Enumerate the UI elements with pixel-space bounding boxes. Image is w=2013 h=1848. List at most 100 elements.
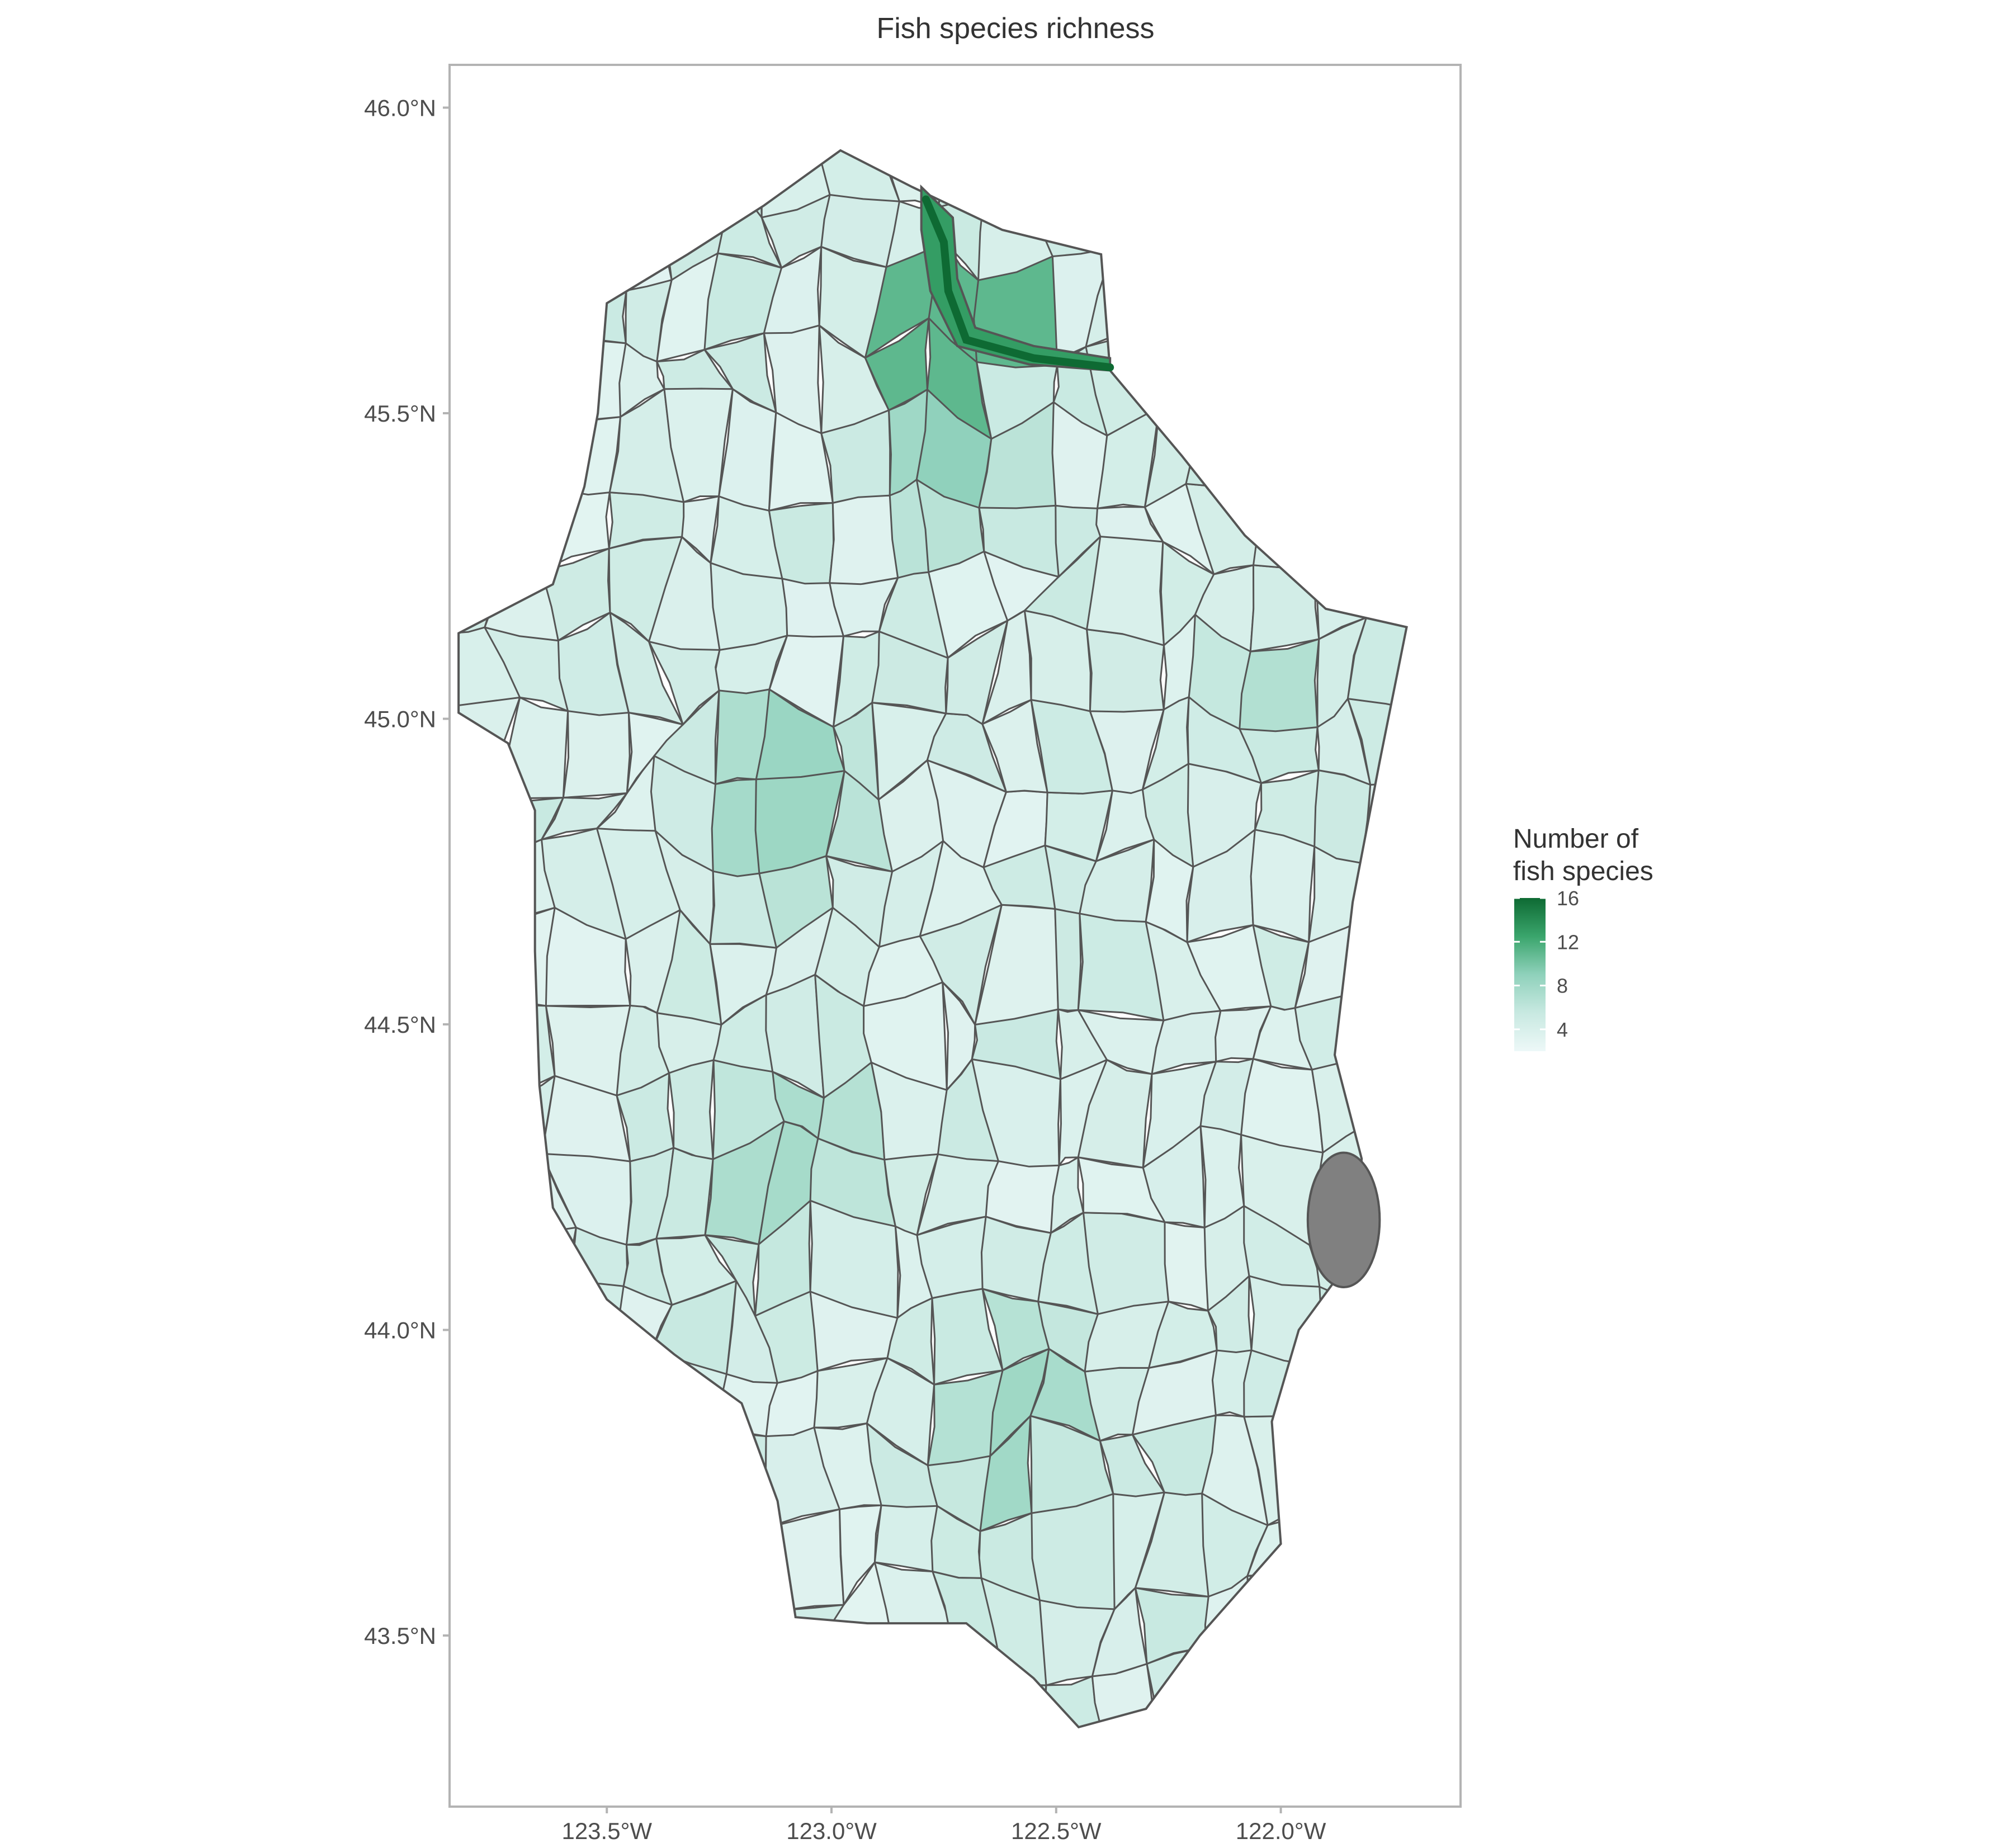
watershed-polygon <box>1253 464 1316 571</box>
watershed-polygon <box>1464 1058 1528 1147</box>
x-axis: 123.5°W 123.0°W 122.5°W 122.0°W <box>561 1807 1326 1844</box>
x-tick-label: 122.0°W <box>1236 1818 1326 1844</box>
watershed-polygon <box>1352 1487 1407 1611</box>
watershed-polygon <box>1405 0 1474 62</box>
watershed-polygon <box>563 150 625 216</box>
x-tick-label: 123.0°W <box>786 1818 877 1844</box>
watershed-polygon <box>450 22 497 120</box>
x-tick-label: 123.5°W <box>561 1818 652 1844</box>
watershed-polygon <box>1085 150 1140 197</box>
watershed-polygon <box>1405 46 1481 132</box>
watershed-polygon <box>1477 1418 1528 1514</box>
watershed-polygon <box>1295 274 1373 351</box>
watershed-polygon <box>1360 479 1407 568</box>
watershed-polygon <box>459 924 505 1008</box>
watershed-polygon <box>1428 778 1491 879</box>
watershed-polygon <box>1254 1669 1320 1727</box>
watershed-polygon <box>1417 985 1473 1069</box>
watershed-polygon <box>1351 1059 1407 1136</box>
watershed-polygon <box>807 150 900 202</box>
watershed-polygon <box>1185 412 1273 497</box>
watershed-polygon <box>1304 21 1366 142</box>
watershed-polygon <box>1408 1270 1480 1392</box>
watershed-polygon <box>487 1226 577 1284</box>
watershed-polygon <box>611 0 665 57</box>
watershed-polygon <box>1195 150 1275 201</box>
watershed-polygon <box>557 0 630 48</box>
watershed-polygon <box>984 150 1044 210</box>
watershed-polygon <box>1213 259 1263 333</box>
watershed-polygon <box>622 1599 678 1664</box>
y-tick-label: 45.5°N <box>364 400 436 427</box>
watershed-polygon <box>560 32 630 136</box>
watershed-polygon <box>773 0 827 63</box>
watershed-polygon <box>1203 1712 1264 1727</box>
watershed-polygon <box>668 1059 715 1160</box>
watershed-polygon <box>1204 1646 1264 1727</box>
watershed-polygon <box>1359 195 1407 283</box>
watershed-polygon <box>824 1638 896 1727</box>
watershed-polygon <box>516 208 568 278</box>
watershed-polygon <box>1472 1347 1530 1440</box>
watershed-polygon <box>459 412 514 488</box>
watershed-polygon <box>615 150 676 192</box>
watershed-polygon <box>719 1426 767 1538</box>
watershed-polygon <box>1365 251 1407 351</box>
watershed-polygon <box>1294 1487 1363 1611</box>
watershed-polygon <box>616 1656 678 1727</box>
watershed-polygon <box>1417 1575 1481 1670</box>
watershed-polygon <box>1360 410 1407 495</box>
watershed-polygon <box>1272 35 1314 136</box>
watershed-polygon <box>1303 150 1367 196</box>
watershed-polygon <box>760 1734 843 1809</box>
watershed-polygon <box>485 0 561 48</box>
watershed-polygon <box>489 1348 573 1455</box>
watershed-polygon <box>665 1426 732 1538</box>
watershed-polygon <box>1351 977 1407 1071</box>
watershed-polygon <box>1401 479 1407 575</box>
watershed-polygon <box>459 1712 507 1727</box>
watershed-polygon <box>449 0 503 46</box>
watershed-polygon <box>935 1645 1005 1727</box>
watershed-polygon <box>1198 315 1273 418</box>
watershed-polygon <box>1460 46 1528 131</box>
watershed-polygon <box>658 1578 738 1658</box>
y-tick-label: 44.0°N <box>364 1317 436 1343</box>
region-outline <box>457 149 1408 1729</box>
watershed-polygon <box>1459 1587 1528 1671</box>
columbia-river-band <box>920 184 1114 372</box>
watershed-polygon <box>1246 1575 1320 1686</box>
watershed-polygon <box>541 1653 624 1727</box>
watershed-polygon <box>598 1348 672 1433</box>
watershed-polygon <box>616 1511 668 1602</box>
watershed-polygon <box>1416 1494 1486 1606</box>
watershed-polygon <box>1426 205 1480 266</box>
watershed-polygon <box>1412 110 1481 207</box>
watershed-polygon <box>459 1586 524 1664</box>
watershed-polygon <box>1460 0 1531 62</box>
watershed-polygon <box>759 1638 844 1727</box>
watershed-polygon <box>1264 404 1311 497</box>
watershed-polygon <box>829 494 899 585</box>
watershed-polygon <box>1401 563 1407 621</box>
y-tick-label: 43.5°N <box>364 1623 436 1649</box>
legend-tick-label: 16 <box>1557 887 1579 910</box>
watershed-polygon <box>1428 252 1480 327</box>
watershed-polygon <box>487 1272 570 1372</box>
watershed-polygon <box>1249 564 1320 653</box>
watershed-polygon <box>1472 1280 1528 1367</box>
watershed-polygon <box>1312 0 1367 37</box>
watershed-polygon <box>623 32 675 122</box>
watershed-polygon <box>1190 35 1274 136</box>
watershed-polygon <box>1352 1433 1407 1495</box>
watershed-polygon <box>1479 1202 1528 1293</box>
plot-title: Fish species richness <box>876 12 1154 45</box>
watershed-polygon <box>1258 169 1331 276</box>
watershed-polygon <box>1248 1275 1326 1368</box>
watershed-polygon <box>1295 175 1373 283</box>
watershed-polygon <box>1149 1712 1208 1727</box>
watershed-polygon <box>868 45 947 128</box>
watershed-polygon <box>1037 150 1107 210</box>
y-tick-label: 45.0°N <box>364 706 436 732</box>
watershed-polygon <box>551 1281 626 1361</box>
